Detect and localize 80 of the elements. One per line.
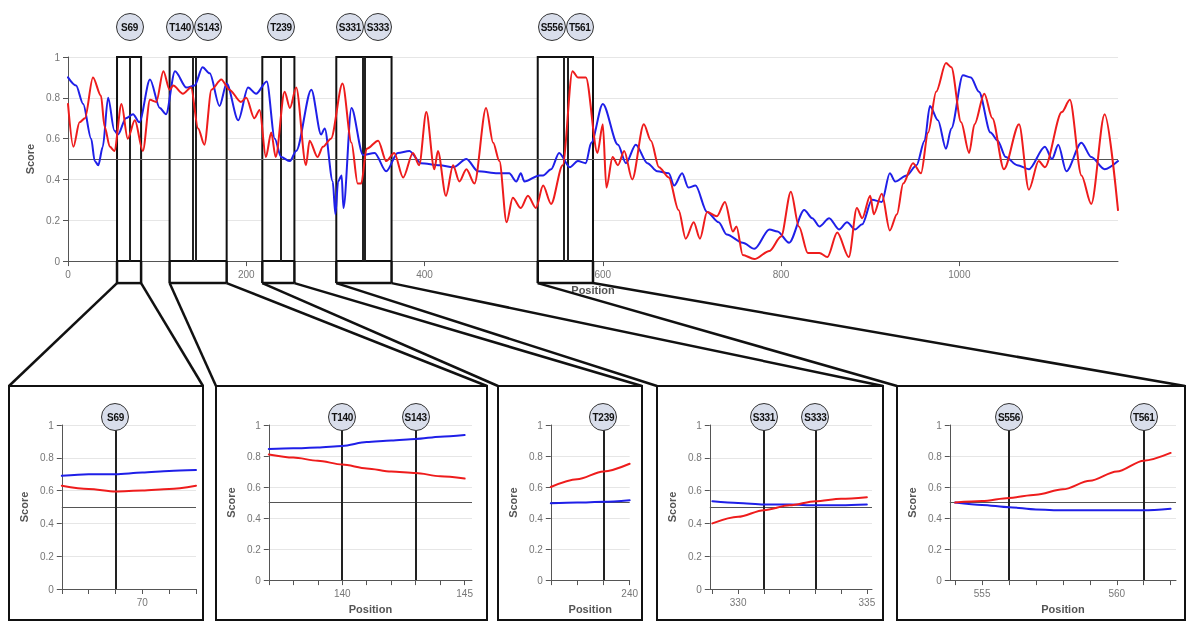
y-tick-label: 0.4: [687, 517, 703, 529]
x-axis-title: Position: [568, 602, 613, 615]
y-tick-label: 1: [696, 419, 703, 431]
y-tick-label: 0.8: [39, 452, 55, 464]
y-tick-label: 0.8: [246, 450, 262, 462]
text: S69: [101, 403, 130, 431]
line-series: [954, 501, 1172, 512]
y-tick-label: 0.4: [927, 512, 943, 524]
x-tick-label: 140: [333, 587, 352, 599]
y-tick-label: 0.8: [528, 450, 544, 462]
ref-line-label: S331: [335, 13, 364, 41]
x-tick-label: 800: [772, 268, 790, 280]
x-tick-label: 240: [621, 587, 639, 599]
y-tick-label: 0.2: [246, 543, 262, 555]
x-tick-label: 560: [1108, 587, 1126, 599]
text: T239: [589, 403, 618, 431]
x-axis-title: Position: [1041, 602, 1085, 615]
y-tick-label: 0.4: [39, 517, 55, 529]
ref-line-label: S556: [537, 13, 566, 41]
y-tick-label: 0.4: [246, 512, 262, 524]
ref-line-label: S333: [363, 13, 392, 41]
y-axis-title: Score: [506, 487, 519, 518]
ref-line-label: T239: [267, 13, 296, 41]
y-tick-label: 1: [48, 419, 55, 431]
y-tick-label: 0.6: [927, 481, 943, 493]
x-tick-label: 1000: [948, 268, 971, 280]
line-series: [267, 453, 466, 480]
x-axis-title: Position: [348, 602, 393, 615]
ref-line-label: S331: [749, 403, 778, 431]
ref-line-label: S143: [194, 13, 223, 41]
y-tick-label: 0.6: [528, 481, 544, 493]
x-tick-label: 555: [973, 587, 991, 599]
y-axis-title: Score: [905, 487, 918, 518]
y-tick-label: 0.6: [246, 481, 262, 493]
x-tick-label: 600: [594, 268, 612, 280]
y-axis-title: Score: [23, 143, 36, 175]
line-series: [711, 496, 868, 525]
y-tick-label: 1: [255, 419, 262, 431]
ref-line-label: T561: [565, 13, 594, 41]
x-tick-label: 200: [237, 268, 256, 280]
y-tick-label: 0: [255, 574, 262, 586]
y-tick-label: 1: [54, 51, 61, 63]
ref-line-label: T140: [166, 13, 195, 41]
x-tick-label: 145: [456, 587, 474, 599]
y-tick-label: 0.8: [46, 92, 61, 104]
y-tick-label: 0: [936, 574, 943, 586]
y-tick-label: 1: [936, 419, 943, 431]
x-tick-label: 335: [858, 596, 876, 608]
ref-line-label: S333: [801, 403, 830, 431]
y-tick-label: 0.4: [46, 173, 61, 185]
y-axis-title: Score: [224, 487, 237, 518]
ref-line-label: S143: [401, 403, 430, 431]
y-axis-title: Score: [665, 491, 678, 523]
y-tick-label: 0.2: [39, 550, 55, 562]
y-tick-label: 0.2: [528, 543, 544, 555]
ref-line-label: S69: [115, 13, 144, 41]
x-tick-label: 0: [65, 268, 72, 280]
y-tick-label: 0.6: [39, 485, 55, 497]
ref-line-label: T140: [328, 403, 357, 431]
y-tick-label: 0.6: [687, 485, 703, 497]
y-axis-title: Score: [17, 491, 30, 523]
x-tick-label: 70: [136, 596, 149, 608]
x-axis-title: Position: [571, 283, 615, 296]
line-series: [267, 434, 466, 451]
y-tick-label: 0.8: [687, 452, 703, 464]
x-tick-label: 400: [416, 268, 434, 280]
x-tick-label: 330: [729, 596, 747, 608]
y-tick-label: 0.2: [46, 214, 61, 226]
y-tick-label: 1: [537, 419, 544, 431]
line-series: [954, 451, 1172, 504]
y-tick-label: 0: [54, 255, 61, 267]
y-tick-label: 0.8: [927, 450, 943, 462]
y-tick-label: 0.2: [927, 543, 943, 555]
ref-line-label: T561: [1129, 403, 1158, 431]
y-tick-label: 0.4: [528, 512, 544, 524]
y-tick-label: 0.6: [46, 133, 61, 145]
line-series: [549, 462, 631, 489]
y-tick-label: 0.2: [687, 550, 703, 562]
y-tick-label: 0: [537, 574, 544, 586]
ref-line-label: S556: [995, 403, 1024, 431]
